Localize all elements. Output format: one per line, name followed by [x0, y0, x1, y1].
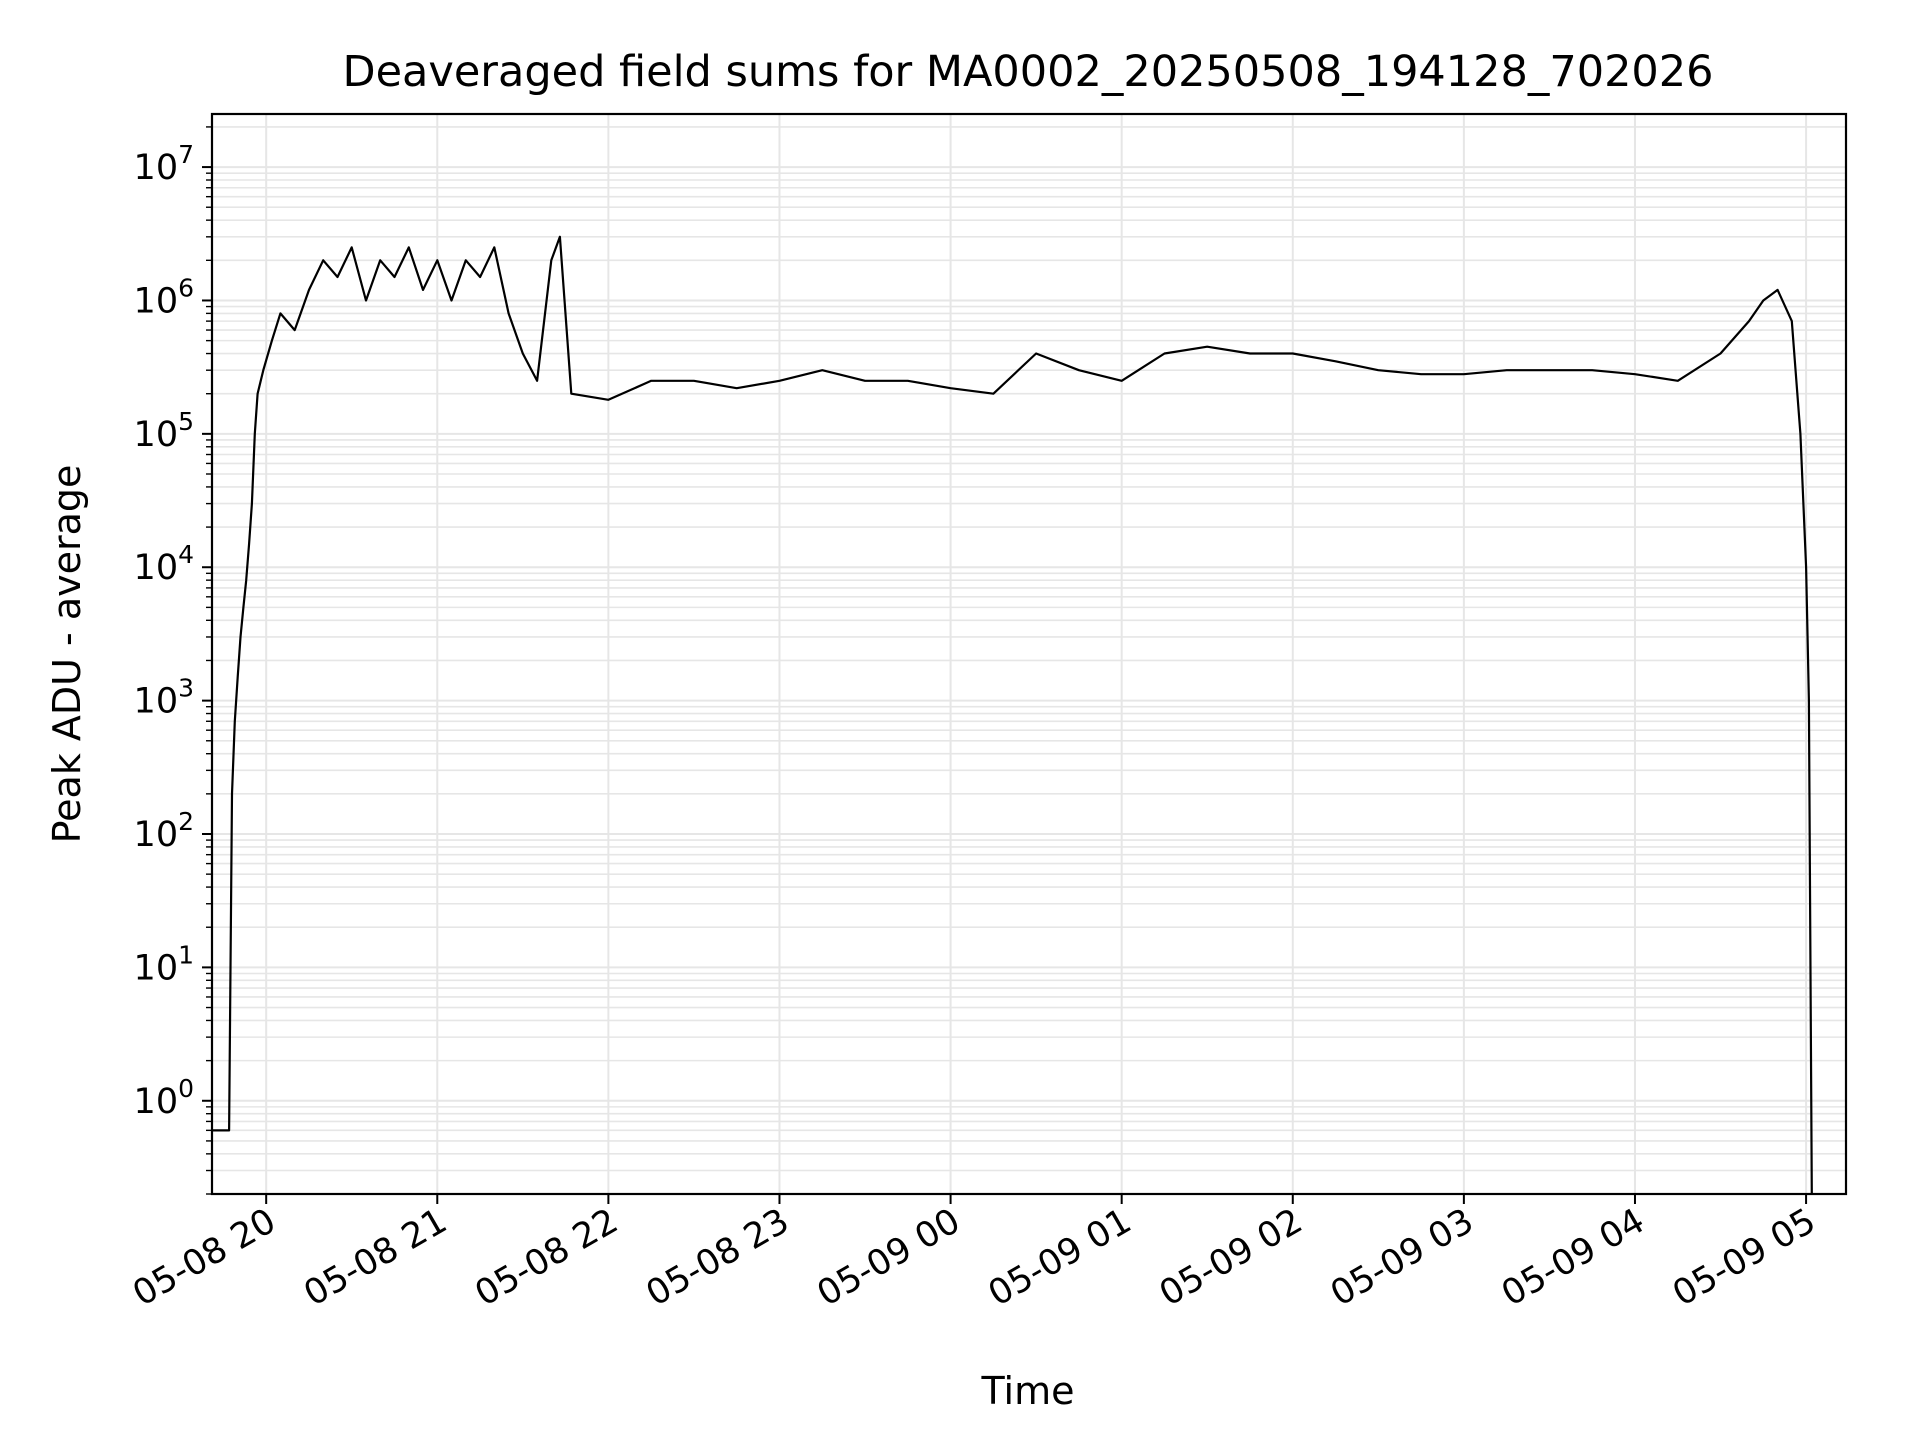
- grid: [212, 114, 1846, 1195]
- series-line: [212, 235, 1813, 1195]
- y-tick-label: 107: [134, 140, 194, 188]
- y-tick-label: 106: [134, 273, 194, 321]
- plot-frame: [210, 112, 1848, 1196]
- y-tick-label: 102: [134, 807, 194, 855]
- y-tick-label: 103: [134, 674, 194, 722]
- x-axis-label: Time: [981, 1369, 1075, 1413]
- y-tick-label: 105: [134, 407, 194, 455]
- y-axis: 100 101 102 103 104 105 106 107: [134, 126, 212, 1195]
- chart-title: Deaveraged field sums for MA0002_2025050…: [342, 47, 1713, 97]
- y-tick-label: 101: [134, 940, 194, 988]
- series-layer: [212, 235, 1813, 1195]
- y-tick-label: 104: [134, 540, 194, 588]
- y-tick-label: 100: [134, 1074, 194, 1122]
- y-axis-label: Peak ADU - average: [45, 465, 89, 844]
